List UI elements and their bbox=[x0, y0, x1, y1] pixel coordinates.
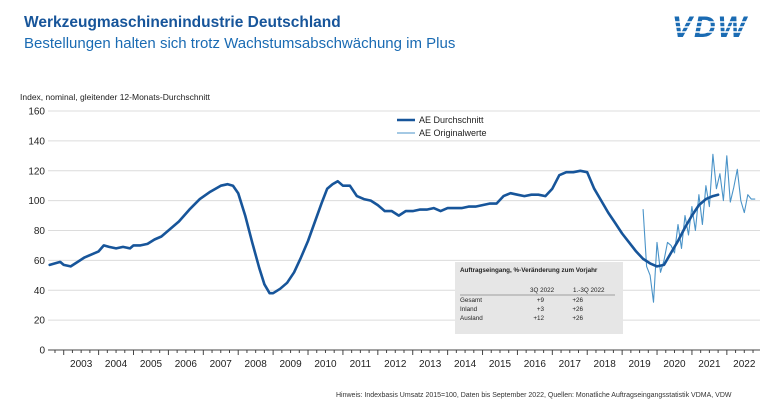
x-tick-label: 2012 bbox=[384, 359, 407, 370]
inset-table-cell: +12 bbox=[533, 315, 544, 322]
x-tick-label: 2014 bbox=[454, 359, 477, 370]
y-tick-label: 60 bbox=[34, 256, 46, 267]
x-tick-label: 2019 bbox=[628, 359, 651, 370]
x-tick-label: 2011 bbox=[350, 359, 372, 370]
y-tick-label: 120 bbox=[28, 166, 45, 177]
y-tick-label: 100 bbox=[28, 196, 45, 207]
x-tick-label: 2017 bbox=[559, 359, 582, 370]
inset-table-row-label: Gesamt bbox=[460, 297, 482, 304]
x-tick-label: 2004 bbox=[105, 359, 128, 370]
series-ae-originalwerte bbox=[642, 153, 756, 303]
x-tick-label: 2006 bbox=[175, 359, 198, 370]
inset-table-cell: +9 bbox=[537, 297, 545, 304]
series-ae-durchschnitt bbox=[48, 169, 720, 295]
x-tick-label: 2007 bbox=[210, 359, 233, 370]
x-tick-label: 2003 bbox=[70, 359, 93, 370]
inset-table-column-header: 3Q 2022 bbox=[530, 287, 555, 294]
inset-table-cell: +26 bbox=[572, 297, 583, 304]
x-tick-label: 2009 bbox=[279, 359, 302, 370]
y-tick-label: 0 bbox=[39, 346, 45, 357]
x-tick-label: 2021 bbox=[698, 359, 721, 370]
inset-table-cell: +26 bbox=[572, 315, 583, 322]
y-tick-label: 40 bbox=[34, 286, 46, 297]
legend-label: AE Originalwerte bbox=[419, 128, 487, 138]
inset-table-row-label: Ausland bbox=[460, 315, 483, 322]
inset-table: Auftragseingang, %-Veränderung zum Vorja… bbox=[455, 262, 623, 334]
inset-table-cell: +3 bbox=[537, 306, 545, 313]
vdw-logo: VDW bbox=[662, 11, 758, 44]
x-tick-label: 2018 bbox=[594, 359, 617, 370]
x-tick-label: 2022 bbox=[733, 359, 756, 370]
x-tick-label: 2008 bbox=[245, 359, 268, 370]
x-tick-label: 2005 bbox=[140, 359, 163, 370]
x-tick-label: 2010 bbox=[314, 359, 337, 370]
x-tick-label: 2016 bbox=[524, 359, 547, 370]
y-axis-unit-label: Index, nominal, gleitender 12-Monats-Dur… bbox=[20, 92, 210, 102]
y-axis-ticks: 0 20 40 60 80 100 120 140 160 bbox=[28, 107, 45, 357]
chart-grid bbox=[48, 110, 760, 351]
inset-table-title: Auftragseingang, %-Veränderung zum Vorja… bbox=[460, 267, 598, 274]
inset-table-cell: +26 bbox=[572, 306, 583, 313]
inset-table-background bbox=[455, 262, 623, 334]
legend-label: AE Durchschnitt bbox=[419, 115, 484, 125]
x-tick-label: 2020 bbox=[663, 359, 686, 370]
x-tick-label: 2013 bbox=[419, 359, 442, 370]
y-tick-label: 160 bbox=[28, 107, 45, 118]
y-tick-label: 20 bbox=[34, 316, 46, 327]
inset-table-row-label: Inland bbox=[460, 306, 478, 313]
inset-table-column-header: 1.-3Q 2022 bbox=[573, 287, 605, 294]
x-tick-label: 2015 bbox=[489, 359, 512, 370]
source-note: Hinweis: Indexbasis Umsatz 2015=100, Dat… bbox=[336, 392, 732, 399]
chart-title: Werkzeugmaschinenindustrie Deutschland bbox=[24, 14, 341, 31]
y-tick-label: 140 bbox=[28, 136, 45, 147]
chart-series bbox=[48, 153, 756, 303]
x-axis-ticks: 2003 2004 2005 2006 2007 2008 2009 2010 2011 2012… bbox=[54, 350, 756, 370]
chart-legend: AE Durchschnitt AE Originalwerte bbox=[397, 115, 487, 138]
y-tick-label: 80 bbox=[34, 226, 46, 237]
chart-subtitle: Bestellungen halten sich trotz Wachstums… bbox=[24, 35, 456, 52]
